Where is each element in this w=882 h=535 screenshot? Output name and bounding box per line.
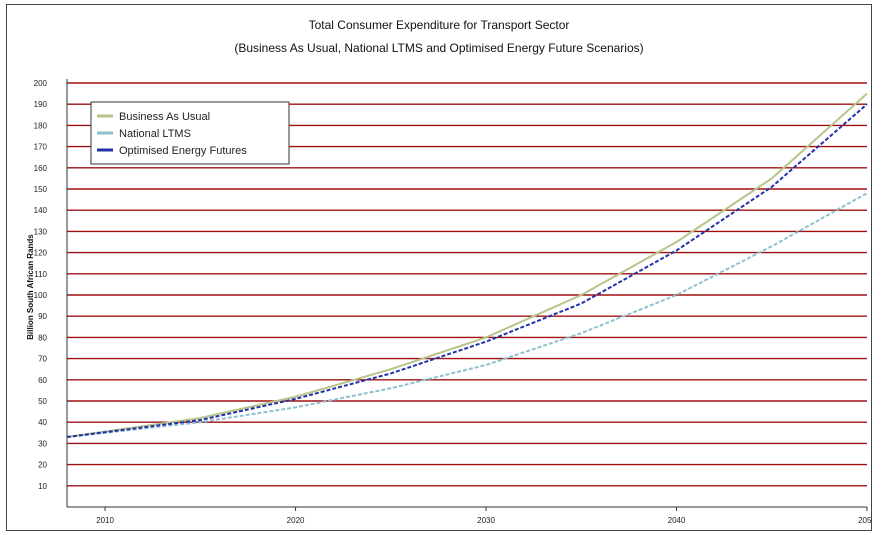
y-tick-label: 120 <box>34 249 48 258</box>
y-tick-label: 170 <box>34 143 48 152</box>
chart-subtitle: (Business As Usual, National LTMS and Op… <box>234 41 643 55</box>
y-tick-label: 140 <box>34 206 48 215</box>
y-tick-label: 180 <box>34 121 48 130</box>
x-tick-label: 2030 <box>477 516 495 525</box>
legend-box <box>90 101 290 165</box>
legend-label: Optimised Energy Futures <box>119 145 247 157</box>
series-line-1 <box>66 92 868 439</box>
x-tick-label: 2020 <box>287 516 305 525</box>
y-tick-label: 150 <box>34 185 48 194</box>
line-chart: Total Consumer Expenditure for Transport… <box>26 18 871 525</box>
legend-label: Business As Usual <box>119 111 210 123</box>
y-tick-label: 200 <box>34 79 48 88</box>
y-tick-label: 50 <box>38 397 47 406</box>
y-tick-label: 30 <box>38 439 47 448</box>
y-tick-label: 60 <box>38 376 47 385</box>
y-tick-label: 90 <box>38 312 47 321</box>
y-tick-label: 10 <box>38 482 47 491</box>
y-tick-label: 160 <box>34 164 48 173</box>
y-tick-label: 190 <box>34 100 48 109</box>
y-tick-label: 130 <box>34 227 48 236</box>
y-tick-label: 20 <box>38 461 47 470</box>
y-tick-label: 40 <box>38 418 47 427</box>
y-tick-label: 110 <box>34 270 47 279</box>
legend-label: National LTMS <box>119 128 191 140</box>
y-tick-label: 70 <box>38 355 47 364</box>
x-tick-label: 2010 <box>96 516 114 525</box>
y-tick-label: 80 <box>38 333 47 342</box>
legend: Business As Usual National LTMS Optimised … <box>90 101 290 165</box>
x-tick-label: 2050 <box>858 516 871 525</box>
x-tick-label: 2040 <box>668 516 686 525</box>
y-tick-label: 100 <box>34 291 48 300</box>
chart-frame: Total Consumer Expenditure for Transport… <box>6 4 872 531</box>
y-axis-label: Billion South African Rands <box>26 234 35 340</box>
chart-title: Total Consumer Expenditure for Transport… <box>309 18 570 32</box>
